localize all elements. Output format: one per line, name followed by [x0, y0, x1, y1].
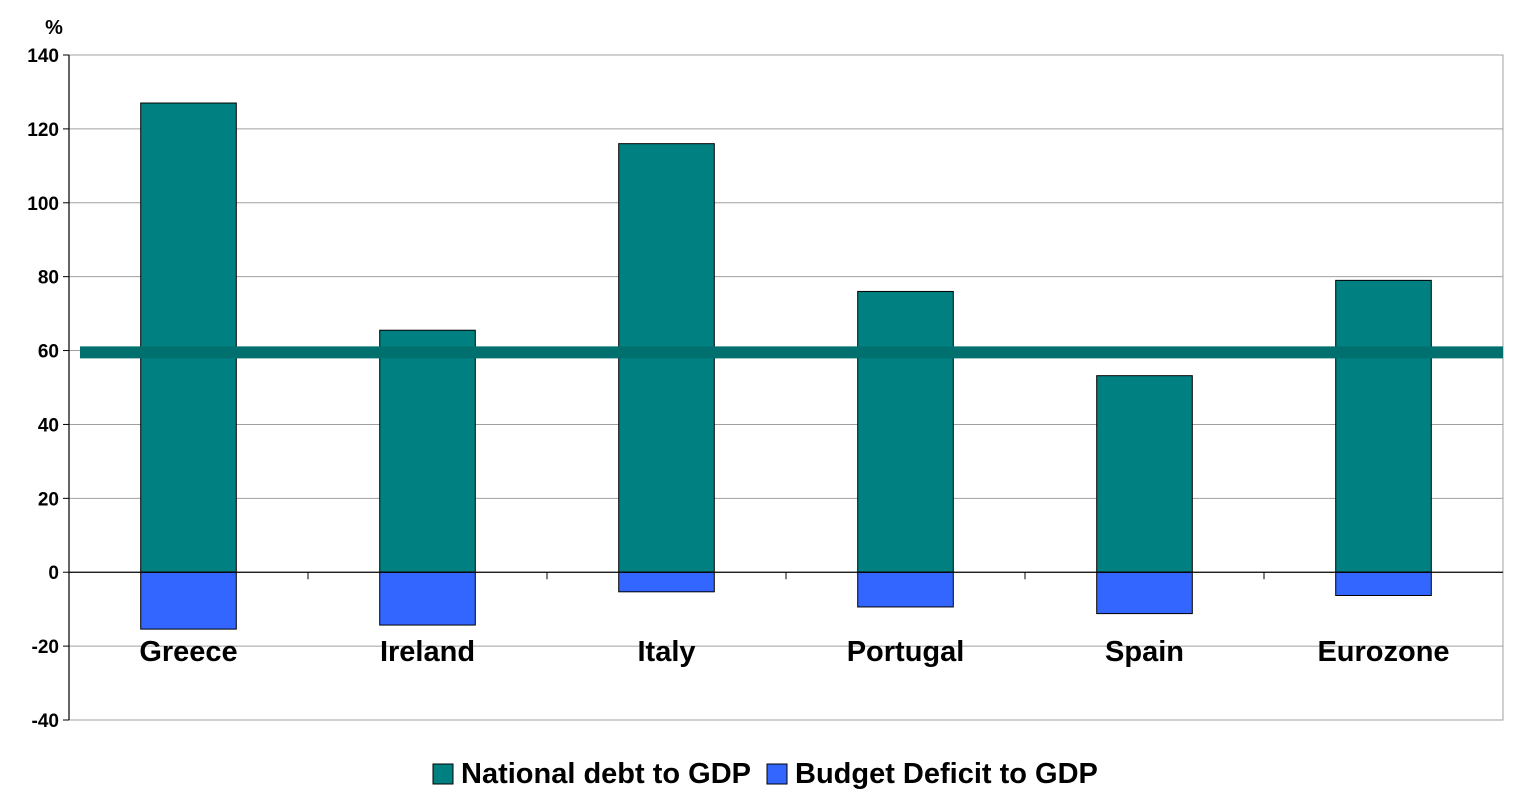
category-label: Spain: [1105, 636, 1184, 668]
y-tick-label: 100: [27, 194, 59, 215]
national-debt-bar: [857, 290, 954, 573]
category-label: Portugal: [847, 636, 965, 668]
plot-border: [68, 54, 1504, 721]
y-tick-labels: 140 120 100 80 60 40 20 0 -20 -40: [27, 46, 59, 732]
legend-swatch-budget-deficit: [766, 763, 788, 785]
budget-deficit-bar: [1335, 571, 1432, 596]
y-tick-label: 140: [27, 46, 59, 67]
y-axis-unit-label: %: [45, 17, 63, 39]
category-label: Ireland: [380, 636, 475, 668]
national-debt-bar: [379, 329, 476, 573]
budget-deficit-bar: [379, 571, 476, 626]
bars: [140, 102, 1432, 630]
y-tick-label: 0: [48, 563, 59, 584]
y-tick-label: 80: [38, 268, 59, 289]
national-debt-bar: [1335, 279, 1432, 573]
gridlines: [68, 54, 1504, 721]
budget-deficit-bar: [857, 571, 954, 608]
legend-label-budget-deficit: Budget Deficit to GDP: [795, 758, 1098, 790]
legend-label-national-debt: National debt to GDP: [461, 758, 751, 790]
budget-deficit-bar: [140, 571, 237, 630]
national-debt-bar: [140, 102, 237, 573]
y-tick-label: 60: [38, 342, 59, 363]
budget-deficit-bar: [1096, 571, 1193, 615]
category-label: Eurozone: [1317, 636, 1449, 668]
y-tick-label: 20: [38, 489, 59, 510]
category-label: Greece: [139, 636, 237, 668]
category-label: Italy: [637, 636, 695, 668]
y-tick-label: -40: [32, 711, 59, 732]
legend-swatch-national-debt: [432, 763, 454, 785]
legend: National debt to GDP Budget Deficit to GD…: [432, 758, 1098, 790]
national-debt-bar: [1096, 375, 1193, 573]
y-tick-label: -20: [32, 637, 59, 658]
y-tick-label: 120: [27, 120, 59, 141]
axes: [63, 54, 1503, 721]
category-labels: Greece Ireland Italy Portugal Spain Eurozone: [139, 636, 1449, 668]
budget-deficit-bar: [618, 571, 715, 593]
y-tick-label: 40: [38, 415, 59, 436]
